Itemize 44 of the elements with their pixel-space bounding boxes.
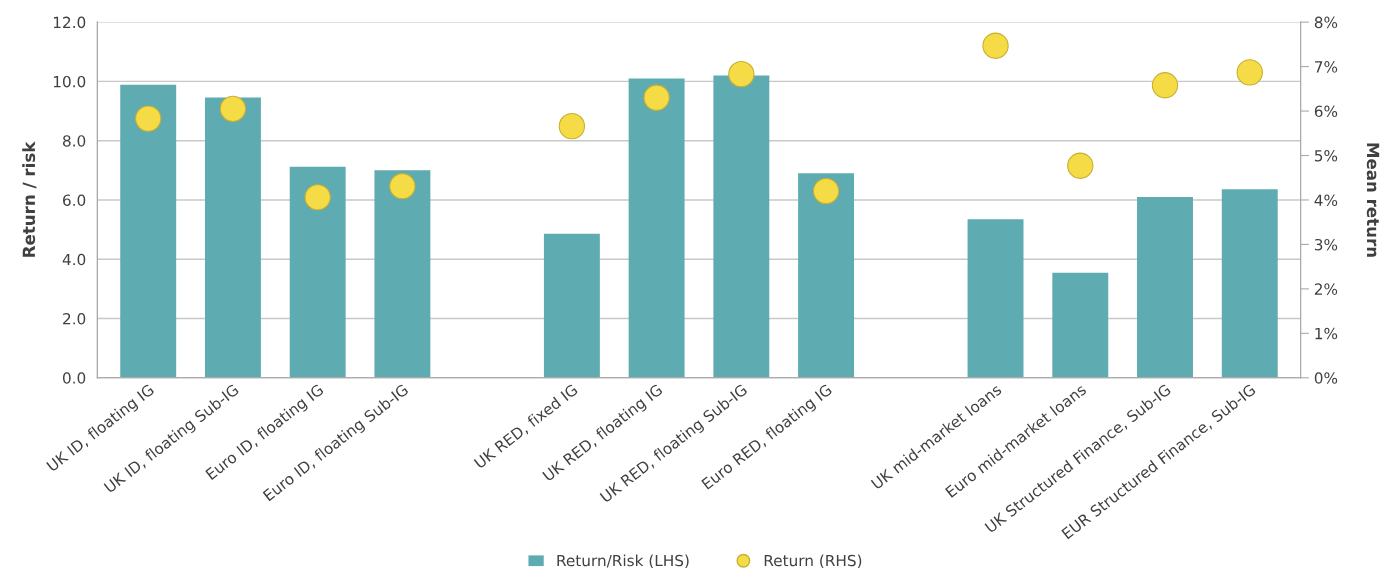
legend-label: Return (RHS) [764,554,862,569]
y-tick-label: 6.0 [63,194,86,206]
y2-tick-label: 6% [1314,105,1338,118]
point [304,184,331,211]
point [1151,72,1179,99]
y2-tick-label: 3% [1314,238,1338,251]
y-tick-label: 10.0 [53,75,86,88]
bar [628,78,685,378]
bar [374,170,431,378]
y-tick-label: 4.0 [62,253,86,266]
y2-tick-label: 5% [1314,149,1338,162]
point [812,177,840,205]
y-tick-label: 8.0 [63,135,86,147]
point [558,113,586,140]
y2-tick-label: 8% [1314,16,1338,29]
point [1236,59,1263,86]
point [389,173,416,200]
y2-tick-label: 1% [1315,327,1338,340]
point [643,84,670,111]
point [982,32,1009,59]
point [219,95,247,123]
y2-tick-label: 2% [1314,283,1338,295]
bar [289,166,346,378]
point [1067,152,1094,179]
bar [798,173,855,378]
y-tick-label: 0.0 [62,372,86,384]
y2-tick-label: 0% [1314,372,1338,384]
y-axis-title: Return / risk [22,141,37,257]
bar [204,97,261,378]
y2-axis-title: Mean return [1366,143,1380,257]
point [728,60,755,88]
y-tick-label: 2.0 [63,312,86,325]
point [135,105,162,132]
y2-tick-label: 4% [1314,194,1338,206]
bar [1052,272,1109,378]
y-tick-label: 12.0 [53,16,86,29]
bar [120,84,177,378]
legend-label: Return/Risk (LHS) [557,554,689,569]
bar [1221,189,1278,378]
bar [713,75,770,378]
y2-tick-label: 7% [1315,61,1338,73]
bar [1137,197,1193,378]
bar [967,219,1024,378]
bar [543,233,600,378]
